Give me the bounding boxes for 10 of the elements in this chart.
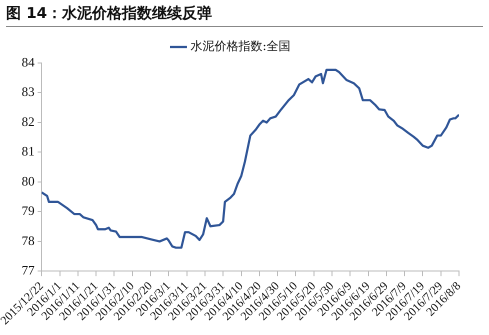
y-tick-label: 78 bbox=[22, 232, 35, 248]
legend-label: 水泥价格指数:全国 bbox=[190, 39, 291, 54]
y-tick-label: 82 bbox=[22, 114, 35, 129]
y-tick-label: 80 bbox=[22, 173, 35, 188]
y-tick-label: 84 bbox=[22, 54, 36, 70]
y-tick-label: 81 bbox=[22, 144, 35, 159]
y-tick-label: 79 bbox=[22, 203, 35, 218]
y-tick-label: 83 bbox=[22, 84, 35, 100]
chart-title: 图 14：水泥价格指数继续反弹 bbox=[6, 4, 483, 27]
y-tick-label: 77 bbox=[22, 262, 36, 278]
